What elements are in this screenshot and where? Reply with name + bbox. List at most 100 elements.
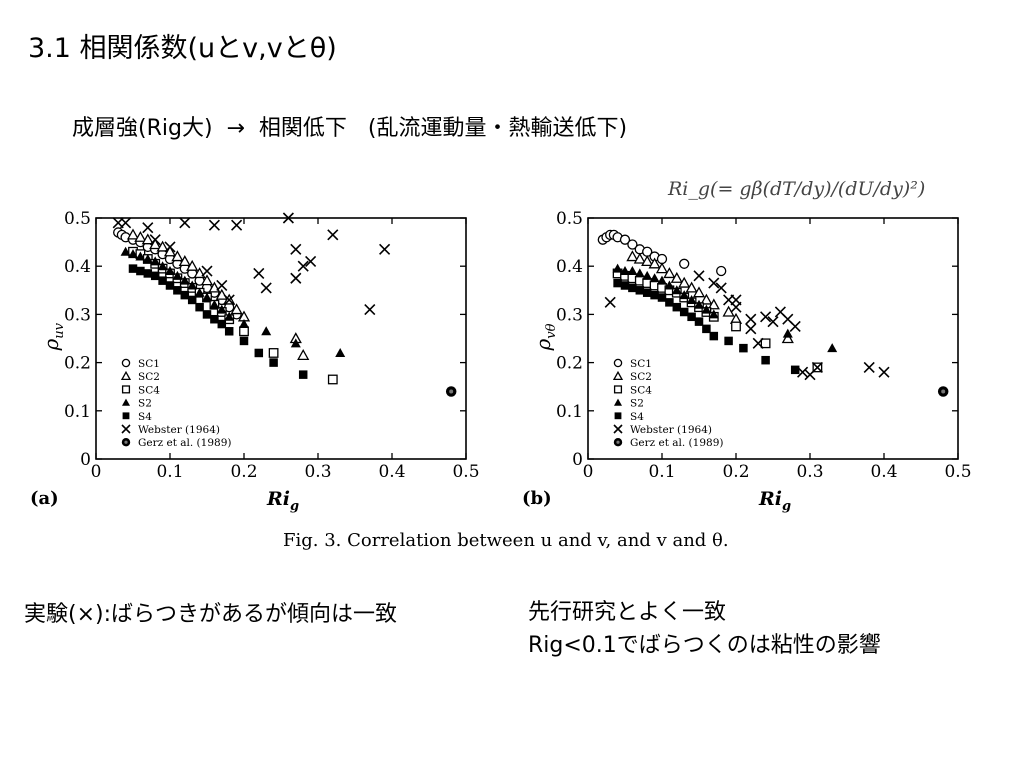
- chart-b-ytick-label: 0.5: [556, 209, 583, 229]
- chart-a-point-open-triangle: [178, 255, 191, 267]
- chart-b-point-open-circle: [627, 239, 638, 250]
- chart-b-point-open-square: [731, 321, 741, 332]
- chart-a-point-filled-square: [298, 370, 308, 379]
- chart-b-point-filled-square: [613, 278, 622, 288]
- chart-b-legend-label: SC4: [630, 384, 652, 396]
- chart-b-point-open-triangle: [663, 267, 676, 279]
- chart-a-point-cross: [223, 294, 235, 306]
- chart-a-point-filled-square: [224, 327, 234, 336]
- chart-b-ylabel: ρvθ: [531, 323, 559, 351]
- chart-b-point-filled-triangle: [782, 328, 793, 338]
- chart-b-point-filled-square: [739, 343, 748, 353]
- chart-b-point-open-circle: [656, 253, 668, 265]
- chart-a-point-open-triangle: [149, 238, 162, 250]
- chart-a-point-filled-triangle: [179, 275, 190, 285]
- chart-b-point-cross: [789, 320, 801, 333]
- chart-a-ytick-label: 0.2: [64, 354, 91, 374]
- chart-b-point-filled-triangle: [620, 266, 630, 276]
- chart-a-point-open-triangle: [297, 349, 310, 361]
- chart-b-panel-label: (b): [522, 488, 552, 509]
- chart-a-point-cross: [179, 217, 191, 229]
- chart-a-point-filled-square: [180, 290, 190, 300]
- chart-b-point-open-triangle: [781, 332, 794, 344]
- chart-a-xtick-label: 0.2: [230, 462, 257, 482]
- chart-a-point-cross: [305, 255, 317, 267]
- chart-b-point-cross: [715, 282, 727, 294]
- chart-a-legend-marker: [121, 385, 131, 394]
- chart-b-xtick-label: 0.5: [944, 462, 971, 482]
- chart-a-point-open-square: [268, 348, 279, 358]
- chart-b-point-open-triangle: [633, 252, 646, 264]
- chart-b-xlabel: Rig: [758, 488, 791, 514]
- chart-a-point-filled-square: [158, 276, 167, 285]
- chart-a-point-open-square: [327, 374, 338, 385]
- chart-a-point-filled-square: [143, 269, 153, 278]
- chart-a-point-cross: [142, 222, 154, 234]
- chart-b-legend-label: Webster (1964): [630, 424, 712, 436]
- chart-a-point-filled-triangle: [239, 319, 249, 329]
- chart-b-point-filled-triangle: [649, 273, 660, 283]
- chart-b-point-filled-square: [642, 288, 652, 297]
- chart-b-point-circle-dot: [937, 386, 949, 397]
- chart-a-xlabel-sub: g: [290, 499, 299, 514]
- chart-b-point-cross: [760, 311, 772, 323]
- chart-b-ytick-label: 0.1: [556, 402, 583, 422]
- chart-b-legend-marker: [613, 438, 623, 447]
- chart-a-legend-label: SC2: [138, 371, 160, 383]
- formula-text: Ri_g(= gβ(dT/dy)/(dU/dy)²): [668, 178, 926, 200]
- chart-a-ytick-label: 0.1: [64, 402, 91, 422]
- chart-b-point-filled-square: [620, 281, 630, 290]
- chart-a-markers: [112, 212, 457, 397]
- chart-a-point-filled-triangle: [165, 266, 175, 276]
- chart-b-legend-marker: [613, 424, 623, 434]
- chart-b-point-open-triangle: [670, 271, 683, 283]
- chart-b-point-filled-triangle: [708, 309, 719, 319]
- chart-a-point-cross: [260, 282, 272, 294]
- chart-a-point-filled-square: [195, 302, 204, 312]
- chart-a-point-filled-triangle: [120, 246, 131, 256]
- chart-a-xtick-label: 0: [91, 462, 102, 482]
- chart-b-plot-frame: [587, 217, 959, 460]
- chart-a-point-open-triangle: [171, 250, 184, 262]
- chart-b-point-open-triangle: [626, 250, 639, 262]
- chart-b-legend-label: Gerz et al. (1989): [630, 437, 723, 449]
- figure-caption: Fig. 3. Correlation between u and v, and…: [283, 530, 729, 551]
- chart-b-point-filled-triangle: [694, 299, 704, 309]
- chart-a-point-cross: [164, 241, 176, 253]
- chart-b-point-filled-triangle: [642, 270, 653, 280]
- chart-b-point-filled-triangle: [657, 275, 667, 285]
- chart-b-point-filled-triangle: [701, 304, 712, 314]
- chart-b-point-cross: [767, 316, 779, 328]
- chart-b-point-open-triangle: [707, 298, 720, 310]
- chart-a-point-open-triangle: [186, 259, 199, 271]
- chart-b-point-filled-square: [761, 355, 770, 365]
- chart-b-point-filled-square: [679, 307, 689, 317]
- chart-a-point-cross: [208, 219, 220, 231]
- chart-a-point-cross: [297, 260, 309, 272]
- slide-title: 3.1 相関係数(uとv,vとθ): [28, 33, 337, 64]
- chart-b-point-open-triangle: [678, 276, 691, 288]
- chart-a-point-filled-square: [239, 336, 249, 346]
- chart-b-point-cross: [745, 313, 757, 325]
- chart-a-xlabel: Rig: [266, 488, 299, 514]
- chart-b-point-filled-triangle: [686, 294, 697, 304]
- chart-b-point-cross: [752, 337, 764, 349]
- chart-b-legend-marker-inner: [616, 440, 620, 444]
- chart-a-point-filled-square: [136, 266, 145, 276]
- chart-a-legend-label: S2: [138, 398, 152, 410]
- chart-a-point-filled-triangle: [172, 270, 183, 280]
- chart-b-ytick-label: 0: [572, 450, 583, 470]
- chart-a-point-filled-triangle: [209, 299, 220, 309]
- chart-a-point-cross: [253, 267, 265, 279]
- chart-b-point-cross: [708, 277, 720, 289]
- chart-a-point-open-triangle: [230, 303, 243, 315]
- chart-a-plot-frame: [95, 217, 467, 460]
- chart-a-point-filled-square: [202, 310, 212, 319]
- chart-b-markers: [597, 229, 949, 397]
- chart-a-point-cross: [282, 212, 294, 224]
- slide-subtitle: 成層強(Rig大) → 相関低下 (乱流運動量・熱輸送低下): [72, 116, 628, 141]
- chart-a-point-open-triangle: [126, 228, 140, 240]
- chart-panel-a: 0 0.1 0.2 0.3 0.4 0.5 0 0.1 0.2 0.3 0.4 0.5 Rig ρuv (a…: [30, 209, 480, 514]
- chart-b-point-cross: [797, 366, 809, 378]
- chart-b-ytick-label: 0.2: [556, 354, 583, 374]
